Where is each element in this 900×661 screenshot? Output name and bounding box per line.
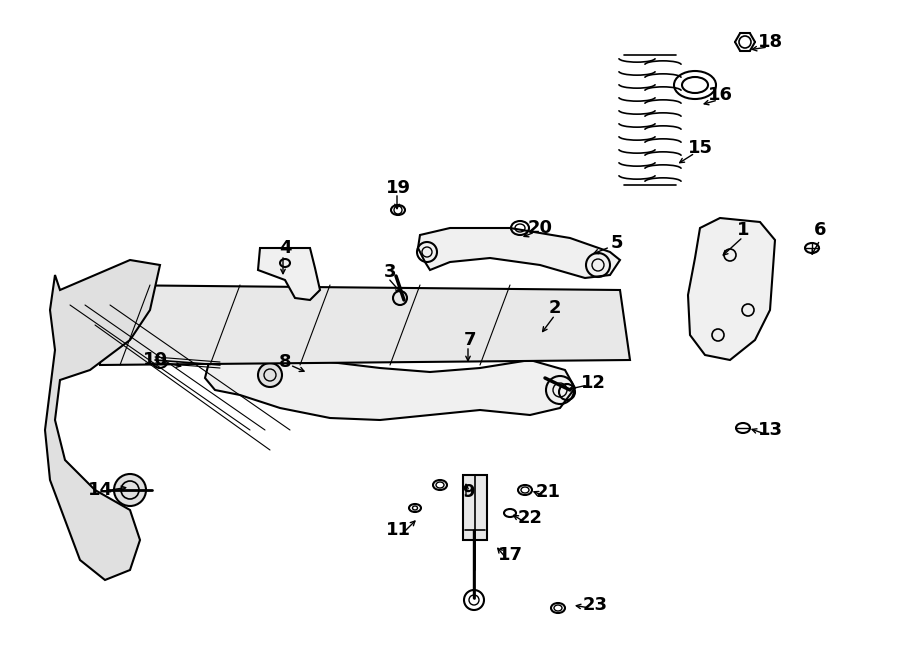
- Text: 11: 11: [385, 521, 410, 539]
- Text: 10: 10: [142, 351, 167, 369]
- Polygon shape: [100, 285, 630, 365]
- Circle shape: [114, 474, 146, 506]
- Text: 13: 13: [758, 421, 782, 439]
- Text: 6: 6: [814, 221, 826, 239]
- Polygon shape: [205, 350, 575, 420]
- Polygon shape: [463, 475, 487, 540]
- Polygon shape: [418, 228, 620, 278]
- Text: 23: 23: [582, 596, 608, 614]
- Polygon shape: [45, 260, 160, 580]
- Text: 1: 1: [737, 221, 749, 239]
- Text: 4: 4: [279, 239, 292, 257]
- Polygon shape: [688, 218, 775, 360]
- Text: 14: 14: [87, 481, 112, 499]
- Text: 8: 8: [279, 353, 292, 371]
- Text: 17: 17: [498, 546, 523, 564]
- Text: 3: 3: [383, 263, 396, 281]
- Text: 20: 20: [527, 219, 553, 237]
- Text: 9: 9: [462, 483, 474, 501]
- Text: 15: 15: [688, 139, 713, 157]
- Circle shape: [152, 352, 168, 368]
- Text: 7: 7: [464, 331, 476, 349]
- Text: 2: 2: [549, 299, 562, 317]
- Text: 12: 12: [580, 374, 606, 392]
- Text: 18: 18: [758, 33, 783, 51]
- Text: 5: 5: [611, 234, 623, 252]
- Text: 16: 16: [707, 86, 733, 104]
- Circle shape: [258, 363, 282, 387]
- Polygon shape: [258, 248, 320, 300]
- Text: 22: 22: [518, 509, 543, 527]
- Text: 21: 21: [536, 483, 561, 501]
- Text: 19: 19: [385, 179, 410, 197]
